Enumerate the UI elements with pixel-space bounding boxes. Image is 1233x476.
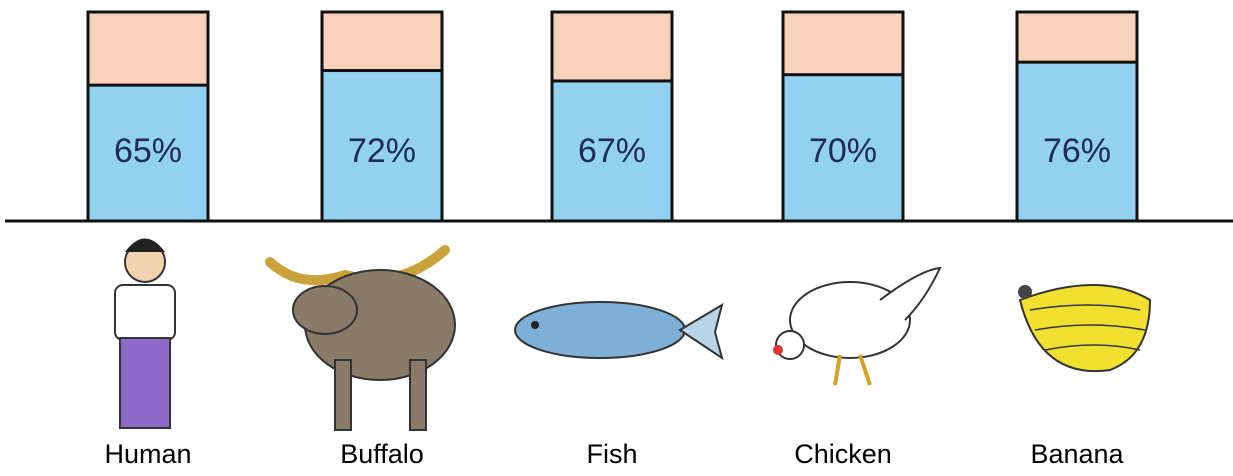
category-label: Buffalo (340, 439, 424, 469)
bar (320, 69, 444, 223)
value-label: 72% (348, 132, 416, 170)
value-label: 76% (1043, 132, 1111, 170)
chicken-illustration (773, 266, 942, 386)
fish-illustration (514, 301, 724, 361)
banana-illustration (1018, 284, 1152, 373)
category-label: Banana (1030, 439, 1124, 469)
human-illustration (114, 238, 176, 429)
bar (86, 83, 210, 223)
category-label: Human (104, 439, 191, 469)
bar (550, 79, 674, 223)
value-label: 65% (114, 132, 182, 170)
category-label: Fish (586, 439, 637, 469)
buffalo-illustration (265, 245, 456, 431)
category-label: Chicken (794, 439, 892, 469)
value-label: 67% (578, 132, 646, 170)
bar (1015, 60, 1139, 223)
bars (86, 10, 1139, 223)
bar (781, 73, 905, 223)
value-label: 70% (809, 132, 877, 170)
